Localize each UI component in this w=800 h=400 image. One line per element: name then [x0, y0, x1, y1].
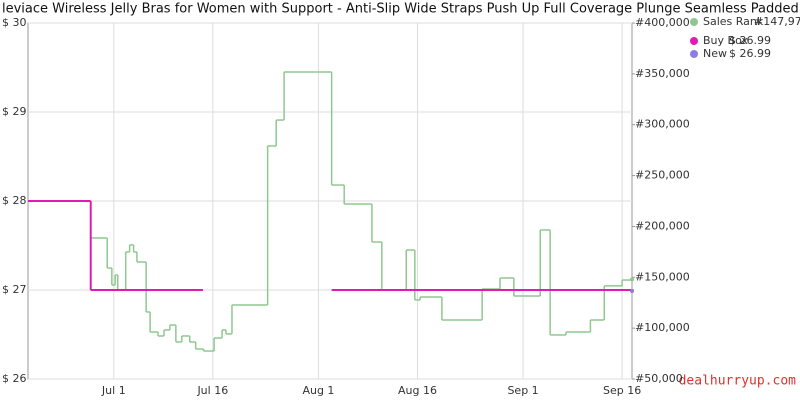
x-tick-label: Aug 16: [398, 384, 437, 397]
y-tick-label: $ 27: [2, 283, 27, 296]
legend-value: $ 26.99: [729, 47, 771, 60]
legend-label: Buy Box: [703, 34, 748, 47]
end-point: [630, 288, 634, 293]
x-tick-label: Sep 16: [603, 384, 641, 397]
legend-swatch: [690, 50, 698, 58]
x-tick-label: Jul 16: [196, 384, 228, 397]
y2-tick-label: #350,000: [635, 67, 690, 80]
chart-title: leviace Wireless Jelly Bras for Women wi…: [2, 2, 800, 17]
x-tick-label: Sep 1: [507, 384, 538, 397]
y2-tick-label: #250,000: [635, 169, 690, 182]
y2-tick-label: #300,000: [635, 118, 690, 131]
watermark: dealhurryup.com: [679, 374, 797, 389]
legend-value: $ 26.99: [729, 34, 771, 47]
y2-tick-label: #150,000: [635, 270, 690, 283]
legend-label: Sales Rank: [703, 15, 764, 28]
legend-swatch: [690, 18, 698, 26]
y-tick-label: $ 29: [2, 105, 27, 118]
end-point: [630, 277, 634, 282]
y-tick-label: $ 30: [2, 16, 27, 29]
y2-tick-label: #200,000: [635, 219, 690, 232]
y-tick-label: $ 26: [2, 372, 27, 385]
legend-label: New: [703, 47, 727, 60]
legend-value: #147,977: [754, 15, 800, 28]
y-tick-label: $ 28: [2, 194, 27, 207]
y2-tick-label: #100,000: [635, 321, 690, 334]
y2-tick-label: #50,000: [635, 372, 683, 385]
x-tick-label: Jul 1: [101, 384, 126, 397]
legend-swatch: [690, 37, 698, 45]
x-tick-label: Aug 1: [302, 384, 334, 397]
y2-tick-label: #400,000: [635, 16, 690, 29]
